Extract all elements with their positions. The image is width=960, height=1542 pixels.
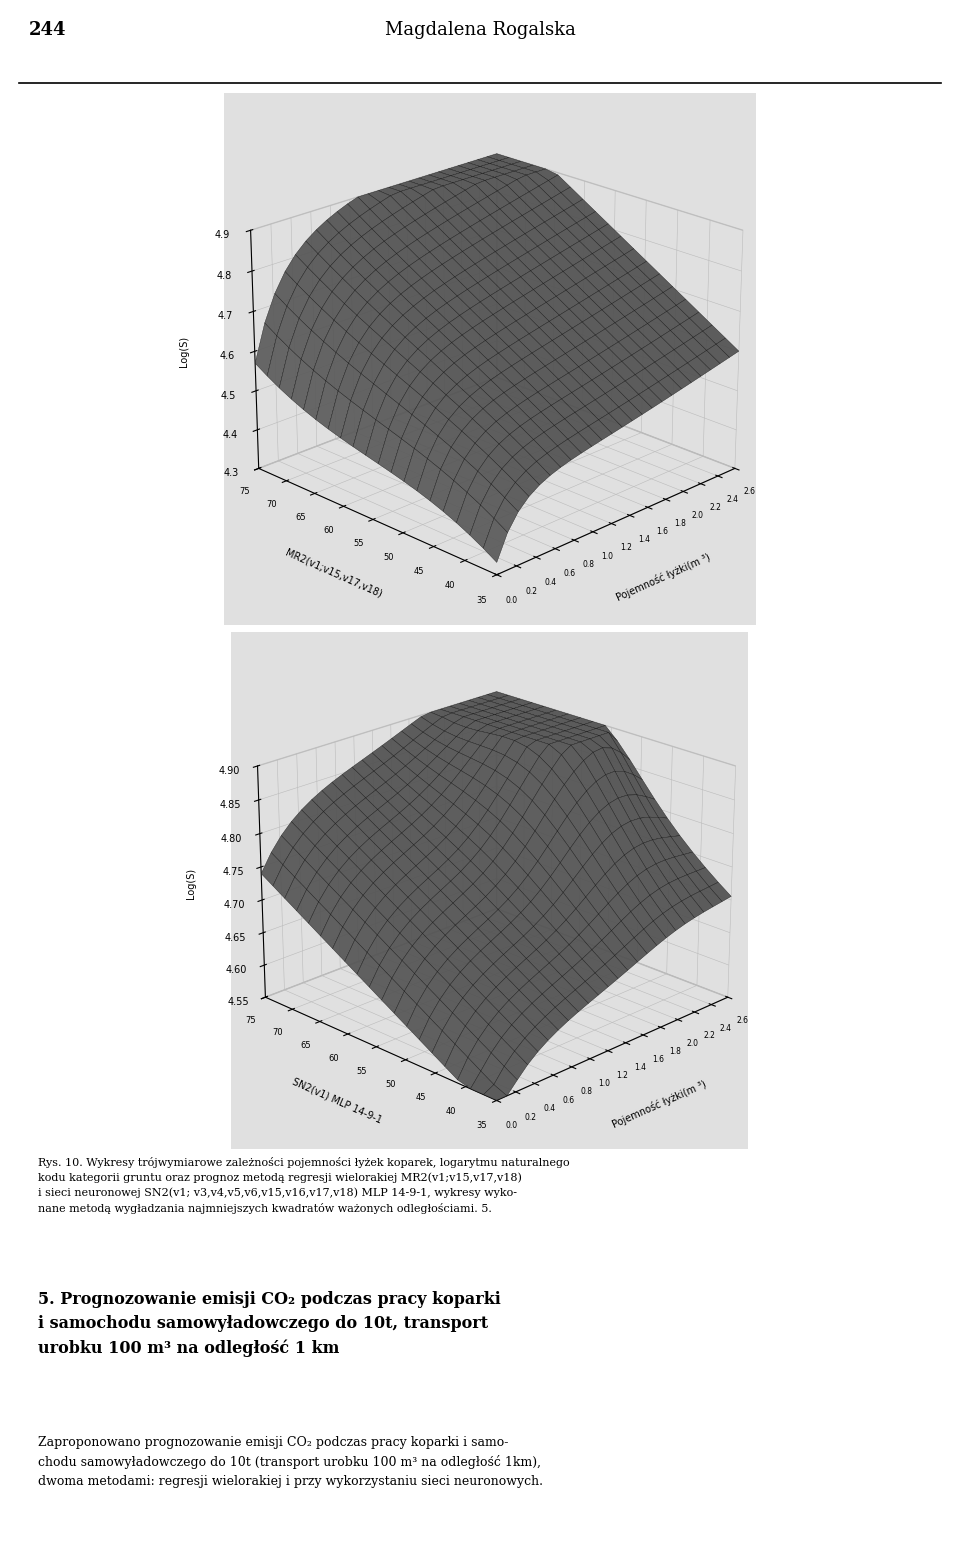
X-axis label: Pojemność łyżki(m ³): Pojemność łyżki(m ³) xyxy=(614,550,711,603)
Text: 5. Prognozowanie emisji CO₂ podczas pracy koparki
i samochodu samowyładowczego d: 5. Prognozowanie emisji CO₂ podczas prac… xyxy=(38,1291,501,1357)
Text: Rys. 10. Wykresy trójwymiarowe zależności pojemności łyżek koparek, logarytmu na: Rys. 10. Wykresy trójwymiarowe zależnośc… xyxy=(38,1156,570,1214)
X-axis label: Pojemność łyżki(m ³): Pojemność łyżki(m ³) xyxy=(611,1078,708,1130)
Text: 244: 244 xyxy=(29,20,66,39)
Text: Zaproponowano prognozowanie emisji CO₂ podczas pracy koparki i samo-
chodu samow: Zaproponowano prognozowanie emisji CO₂ p… xyxy=(38,1437,543,1488)
Text: Magdalena Rogalska: Magdalena Rogalska xyxy=(385,20,575,39)
Y-axis label: MR2(v1;v15,v17,v18): MR2(v1;v15,v17,v18) xyxy=(283,547,383,600)
Y-axis label: SN2(v1) MLP 14-9-1: SN2(v1) MLP 14-9-1 xyxy=(291,1076,383,1126)
